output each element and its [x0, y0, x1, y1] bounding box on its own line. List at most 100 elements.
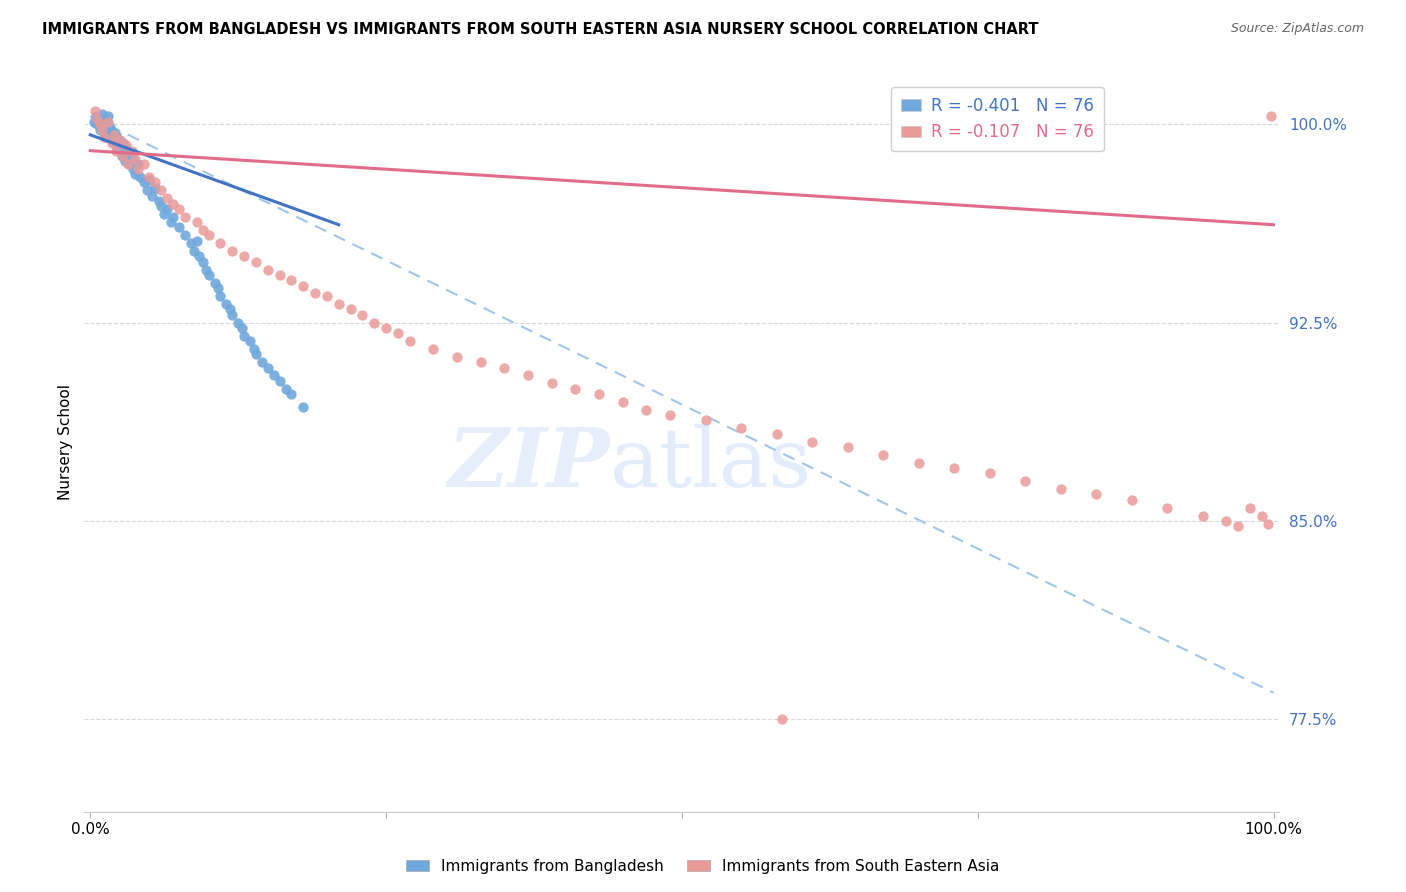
Point	[132, 157, 155, 171]
Point	[292, 400, 315, 414]
Point	[233, 328, 256, 343]
Point	[907, 456, 929, 470]
Point	[765, 426, 787, 441]
Point	[772, 712, 794, 726]
Point	[114, 138, 136, 153]
Point	[103, 130, 125, 145]
Point	[96, 114, 118, 128]
Point	[422, 342, 444, 356]
Point	[446, 350, 468, 364]
Point	[328, 297, 350, 311]
Point	[494, 360, 516, 375]
Point	[94, 130, 117, 145]
Point	[226, 316, 249, 330]
Point	[114, 154, 136, 169]
Point	[84, 109, 107, 123]
Point	[943, 461, 966, 475]
Point	[292, 278, 315, 293]
Point	[280, 387, 302, 401]
Point	[540, 376, 562, 391]
Point	[100, 136, 122, 150]
Point	[108, 133, 131, 147]
Point	[174, 228, 197, 243]
Point	[105, 128, 128, 142]
Point	[612, 395, 634, 409]
Point	[1239, 500, 1261, 515]
Point	[86, 117, 108, 131]
Point	[280, 273, 302, 287]
Point	[872, 448, 894, 462]
Point	[112, 136, 135, 150]
Point	[104, 136, 127, 150]
Point	[730, 421, 752, 435]
Point	[91, 122, 114, 136]
Point	[695, 413, 717, 427]
Point	[93, 112, 115, 126]
Point	[1049, 482, 1071, 496]
Point	[100, 133, 122, 147]
Point	[89, 117, 111, 131]
Point	[127, 162, 149, 177]
Point	[221, 244, 243, 259]
Point	[87, 112, 110, 126]
Point	[269, 268, 291, 282]
Point	[121, 152, 143, 166]
Point	[110, 144, 132, 158]
Point	[242, 342, 264, 356]
Point	[100, 120, 122, 134]
Point	[129, 170, 152, 185]
Point	[269, 374, 291, 388]
Point	[801, 434, 824, 449]
Point	[209, 289, 232, 303]
Point	[180, 236, 202, 251]
Point	[127, 157, 149, 171]
Point	[209, 236, 232, 251]
Point	[215, 297, 238, 311]
Point	[93, 130, 115, 145]
Point	[122, 162, 145, 177]
Point	[150, 183, 173, 197]
Point	[979, 467, 1001, 481]
Point	[152, 207, 174, 221]
Point	[186, 234, 208, 248]
Point	[636, 402, 658, 417]
Point	[564, 382, 586, 396]
Point	[191, 254, 214, 268]
Point	[517, 368, 540, 383]
Point	[114, 141, 136, 155]
Point	[207, 281, 229, 295]
Point	[89, 122, 111, 136]
Point	[84, 103, 107, 118]
Point	[121, 144, 143, 158]
Point	[398, 334, 420, 348]
Point	[162, 210, 184, 224]
Point	[132, 176, 155, 190]
Point	[186, 215, 208, 229]
Point	[233, 250, 256, 264]
Point	[204, 276, 226, 290]
Point	[219, 302, 242, 317]
Point	[148, 194, 170, 208]
Point	[659, 408, 682, 422]
Point	[1191, 508, 1213, 523]
Point	[98, 128, 121, 142]
Point	[97, 114, 120, 128]
Point	[1227, 519, 1250, 533]
Point	[111, 149, 134, 163]
Point	[363, 316, 385, 330]
Point	[150, 199, 173, 213]
Point	[250, 355, 273, 369]
Legend: R = -0.401   N = 76, R = -0.107   N = 76: R = -0.401 N = 76, R = -0.107 N = 76	[891, 87, 1104, 152]
Point	[97, 122, 120, 136]
Point	[197, 268, 219, 282]
Point	[245, 347, 267, 361]
Point	[124, 168, 146, 182]
Point	[107, 133, 129, 147]
Point	[105, 144, 128, 158]
Point	[117, 157, 139, 171]
Text: Source: ZipAtlas.com: Source: ZipAtlas.com	[1230, 22, 1364, 36]
Point	[93, 125, 115, 139]
Point	[352, 308, 374, 322]
Point	[197, 228, 219, 243]
Point	[588, 387, 610, 401]
